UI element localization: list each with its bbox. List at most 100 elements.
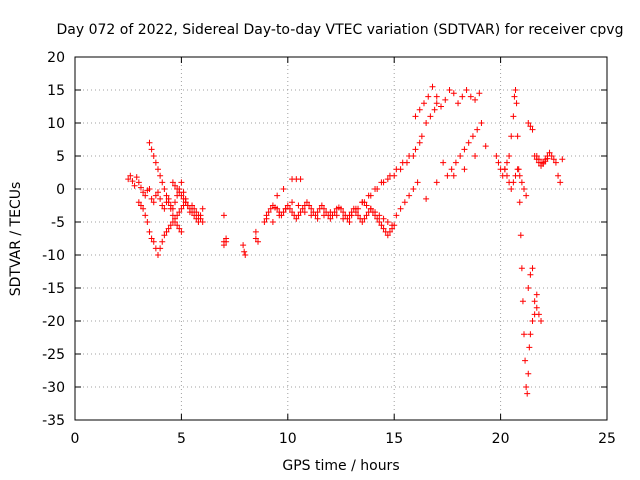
plot-frame — [74, 56, 608, 421]
data-point — [306, 202, 313, 209]
data-point — [167, 205, 174, 212]
data-point — [440, 159, 447, 166]
data-point — [178, 228, 185, 235]
data-point — [189, 209, 196, 216]
data-point — [423, 120, 430, 126]
data-point — [220, 242, 227, 249]
data-point — [514, 166, 521, 173]
data-point — [133, 174, 140, 181]
data-point — [420, 100, 427, 107]
y-tick-label: -30 — [42, 380, 65, 396]
data-point — [506, 153, 513, 159]
data-point — [386, 228, 393, 235]
data-point — [152, 159, 159, 166]
data-point — [172, 215, 179, 222]
data-point — [559, 156, 566, 163]
data-point — [150, 199, 157, 206]
x-tick-label: 15 — [385, 431, 403, 447]
data-point — [289, 209, 296, 216]
data-point — [320, 205, 327, 212]
data-point — [401, 199, 408, 206]
data-point — [255, 238, 262, 245]
data-point — [525, 120, 532, 126]
y-tick-label: 20 — [47, 50, 65, 66]
data-point — [467, 93, 474, 100]
data-point — [191, 212, 198, 219]
data-point — [327, 215, 334, 222]
data-point — [527, 331, 534, 338]
y-tick-label: 10 — [47, 116, 65, 132]
data-point — [429, 83, 436, 90]
data-point — [463, 87, 470, 93]
data-point — [433, 100, 440, 107]
data-point — [338, 205, 344, 212]
data-point — [459, 93, 466, 100]
data-point — [476, 90, 483, 97]
data-point — [355, 205, 362, 212]
data-point — [444, 172, 451, 179]
data-point — [548, 153, 555, 159]
data-point — [425, 93, 432, 100]
data-point — [161, 205, 168, 212]
data-point — [416, 106, 423, 113]
data-point — [535, 156, 542, 163]
data-point — [197, 212, 204, 219]
data-point — [363, 202, 370, 209]
data-point — [550, 156, 557, 163]
data-point — [172, 199, 179, 206]
data-point — [472, 153, 479, 159]
data-point — [195, 219, 202, 225]
data-point — [552, 159, 559, 166]
data-point — [519, 298, 526, 305]
y-tick-label: -5 — [51, 215, 65, 231]
data-point — [448, 166, 455, 173]
y-tick-label: -20 — [42, 314, 65, 330]
data-point — [380, 215, 387, 222]
data-point — [242, 252, 249, 258]
data-point — [152, 192, 159, 199]
data-point — [361, 215, 368, 222]
data-point — [446, 87, 453, 93]
data-point — [154, 166, 161, 173]
data-point — [465, 139, 472, 146]
data-point — [450, 172, 457, 179]
data-point — [376, 219, 383, 225]
data-point — [374, 215, 381, 222]
data-point — [427, 113, 434, 120]
data-point — [274, 205, 281, 212]
data-point — [418, 133, 425, 140]
data-point — [289, 199, 296, 206]
data-point — [178, 179, 185, 186]
data-point — [280, 186, 287, 192]
data-point — [538, 318, 545, 324]
data-point — [184, 202, 191, 209]
data-point — [546, 149, 553, 156]
data-point — [144, 219, 151, 225]
data-point — [495, 159, 502, 166]
data-point — [142, 192, 149, 199]
data-point — [127, 172, 134, 179]
y-tick-label: 5 — [56, 149, 65, 165]
y-tick-label: -25 — [42, 347, 65, 363]
x-tick-label: 0 — [71, 431, 80, 447]
data-point — [174, 222, 181, 229]
data-point — [348, 212, 355, 219]
data-point — [406, 192, 413, 199]
data-point — [529, 265, 536, 272]
data-point — [140, 189, 147, 196]
data-point — [137, 202, 144, 209]
data-point — [431, 106, 438, 113]
data-point — [355, 212, 362, 219]
data-point — [340, 215, 347, 222]
data-point — [531, 298, 538, 305]
data-point — [269, 219, 276, 225]
data-point — [367, 205, 374, 212]
data-point — [478, 120, 485, 126]
data-point — [157, 195, 164, 202]
data-point — [384, 176, 391, 183]
data-point — [267, 205, 274, 212]
x-tick-label: 25 — [598, 431, 616, 447]
x-tick-label: 5 — [177, 431, 186, 447]
data-point — [263, 215, 270, 222]
data-point — [525, 285, 532, 291]
